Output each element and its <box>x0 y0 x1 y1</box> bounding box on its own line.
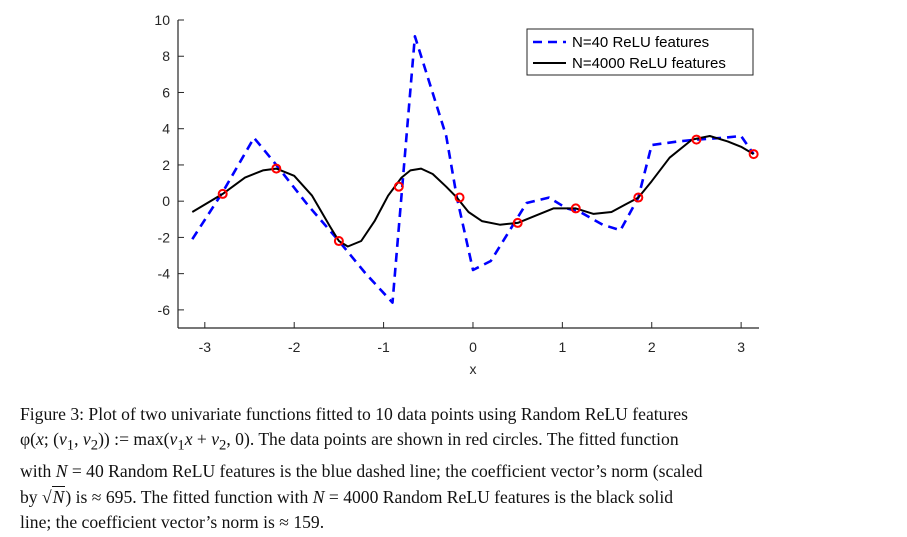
x-tick-label: -2 <box>288 339 301 355</box>
caption-line-3: with N = 40 Random ReLU features is the … <box>20 461 703 482</box>
x-tick-label: -1 <box>377 339 390 355</box>
data-points <box>217 134 759 247</box>
y-tick-label: 10 <box>154 12 170 28</box>
x-tick-label: 3 <box>737 339 745 355</box>
legend-label-n4000: N=4000 ReLU features <box>572 55 726 72</box>
x-tick-label: 2 <box>648 339 656 355</box>
legend-label-n40: N=40 ReLU features <box>572 34 709 51</box>
plot-figure: -3 -2 -1 0 1 2 3 -6 -4 -2 0 2 4 6 8 10 x N=40 ReLU featu… <box>154 12 759 377</box>
legend-box <box>526 28 754 76</box>
data-point <box>570 203 581 214</box>
data-point <box>454 192 465 203</box>
caption-line-1: Figure 3: Plot of two univariate functio… <box>20 404 688 424</box>
y-tick-label: -2 <box>158 229 171 245</box>
y-tick-label: 0 <box>162 193 170 209</box>
plot-axes: -3 -2 -1 0 1 2 3 -6 -4 -2 0 2 4 6 8 10 x <box>154 12 759 377</box>
y-tick-label: -4 <box>158 266 171 282</box>
legend: N=40 ReLU features N=4000 ReLU features <box>526 28 754 76</box>
figure-caption: Figure 3: Plot of two univariate functio… <box>20 402 892 536</box>
y-tick-label: -6 <box>158 302 171 318</box>
y-tick-label: 2 <box>162 157 170 173</box>
data-point <box>691 134 702 145</box>
series-n4000-solid-line <box>191 135 755 248</box>
y-tick-label: 8 <box>162 48 170 64</box>
y-tick-label: 6 <box>162 84 170 100</box>
data-point <box>512 217 523 228</box>
caption-line-4: by √N) is ≈ 695. The fitted function wit… <box>20 485 674 507</box>
caption-line-5: line; the coefficient vector’s norm is ≈… <box>20 512 325 533</box>
plot-series <box>191 35 755 304</box>
data-point <box>217 188 228 199</box>
data-point <box>748 149 759 160</box>
caption-line-2: φ(x; (v1, v2)) := max(v1x + v2, 0). The … <box>20 429 679 454</box>
x-tick-label: 1 <box>558 339 566 355</box>
data-point <box>633 192 644 203</box>
data-point <box>271 163 282 174</box>
x-tick-label: 0 <box>469 339 477 355</box>
x-axis-label: x <box>469 361 476 377</box>
sqrt-symbol: √ <box>42 486 52 507</box>
data-point <box>333 236 344 247</box>
y-tick-label: 4 <box>162 121 170 137</box>
data-point <box>393 181 404 192</box>
x-tick-label: -3 <box>199 339 212 355</box>
